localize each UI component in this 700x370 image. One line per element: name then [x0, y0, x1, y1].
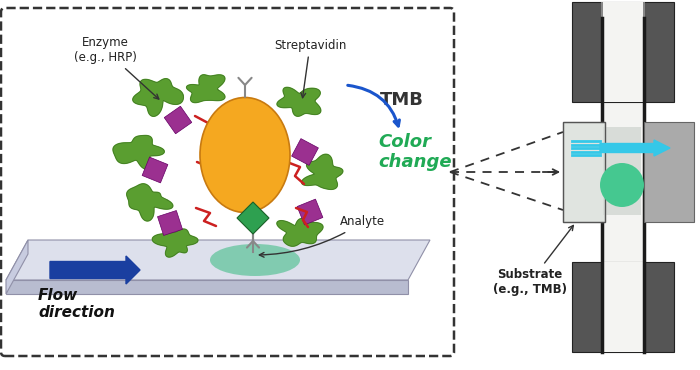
- Polygon shape: [133, 79, 183, 116]
- Bar: [603, 2, 643, 102]
- Polygon shape: [113, 135, 164, 169]
- Text: Substrate
(e.g., TMB): Substrate (e.g., TMB): [493, 225, 573, 296]
- Text: Enzyme
(e.g., HRP): Enzyme (e.g., HRP): [74, 36, 159, 99]
- Polygon shape: [6, 240, 28, 294]
- Bar: [602, 18, 644, 352]
- Circle shape: [600, 163, 644, 207]
- Text: Streptavidin: Streptavidin: [274, 38, 346, 98]
- Bar: [601, 2, 645, 102]
- Bar: [603, 262, 643, 352]
- FancyArrow shape: [600, 140, 670, 156]
- Polygon shape: [153, 229, 198, 257]
- Text: TMB: TMB: [380, 91, 424, 109]
- Ellipse shape: [210, 244, 300, 276]
- Polygon shape: [158, 211, 183, 235]
- Text: Analyte: Analyte: [259, 215, 385, 257]
- Polygon shape: [292, 139, 318, 165]
- Bar: [603, 127, 641, 215]
- Polygon shape: [237, 202, 269, 234]
- Polygon shape: [6, 240, 430, 280]
- Polygon shape: [127, 184, 173, 221]
- Bar: [563, 122, 605, 222]
- Bar: [572, 2, 674, 102]
- Ellipse shape: [200, 98, 290, 212]
- Bar: [572, 262, 674, 352]
- Polygon shape: [297, 199, 323, 225]
- Polygon shape: [164, 106, 192, 134]
- Text: Flow
direction: Flow direction: [38, 288, 115, 320]
- Polygon shape: [302, 154, 343, 189]
- Bar: [644, 122, 694, 222]
- Polygon shape: [187, 75, 225, 102]
- Polygon shape: [6, 280, 408, 294]
- Polygon shape: [142, 157, 168, 183]
- Polygon shape: [277, 87, 321, 116]
- Polygon shape: [277, 219, 323, 246]
- Text: Color
change: Color change: [378, 132, 452, 171]
- FancyArrow shape: [50, 256, 140, 284]
- Bar: [601, 262, 645, 352]
- Bar: [563, 122, 605, 222]
